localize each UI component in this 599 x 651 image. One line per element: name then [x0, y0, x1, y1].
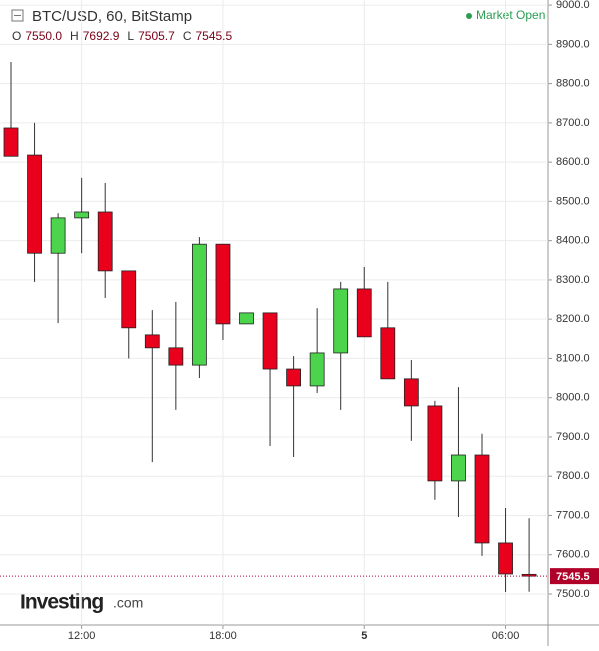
last-price-box	[550, 568, 599, 585]
y-tick-label: 8900.0	[556, 38, 590, 50]
status: Market Open	[476, 8, 545, 22]
candle-body	[3, 127, 19, 157]
candle-body	[474, 454, 490, 544]
y-tick-label: 7700.0	[556, 509, 590, 521]
candle-body	[356, 288, 372, 338]
y-tick-label: 7500.0	[556, 588, 590, 600]
x-tick-label: 12:00	[68, 630, 96, 642]
y-tick-label: 8700.0	[556, 117, 590, 129]
candle-body	[191, 243, 207, 366]
candle-body	[427, 405, 443, 482]
candle-body	[74, 211, 90, 219]
watermark-suffix: .com	[113, 595, 143, 611]
y-tick-label: 8300.0	[556, 274, 590, 286]
x-tick-label: 06:00	[492, 630, 520, 642]
y-tick-label: 7800.0	[556, 470, 590, 482]
ohlc-value: 7550.0	[25, 29, 62, 43]
x-tick-label: 18:00	[209, 630, 237, 642]
candle-body	[121, 270, 137, 329]
candle-body	[215, 243, 231, 325]
y-tick-label: 8000.0	[556, 392, 590, 404]
y-tick-label: 8600.0	[556, 156, 590, 168]
candle-body	[333, 288, 349, 354]
ohlc-name: C	[183, 29, 192, 43]
candle-body	[286, 368, 302, 387]
last-price-label: 7545.5	[556, 571, 590, 583]
y-tick-label: 9000.0	[556, 0, 590, 11]
candle-body	[97, 211, 113, 272]
ohlc-name: L	[127, 29, 134, 43]
collapse-icon[interactable]	[11, 9, 24, 22]
candle-body	[27, 154, 42, 254]
ohlc-name: O	[12, 29, 21, 43]
ohlc-value: 7692.9	[83, 29, 120, 43]
y-tick-label: 8800.0	[556, 78, 590, 90]
candle-body	[168, 347, 184, 366]
candle-body	[498, 542, 513, 575]
ohlc-value: 7545.5	[195, 29, 232, 43]
candle-body	[50, 217, 66, 254]
candle-body	[521, 573, 537, 577]
x-tick-label: 5	[361, 630, 367, 642]
y-tick-label: 8200.0	[556, 313, 590, 325]
candle-body	[380, 327, 396, 380]
y-tick-label: 8100.0	[556, 352, 590, 364]
candle-body	[451, 454, 466, 482]
candle-body	[239, 312, 254, 325]
y-tick-label: 7600.0	[556, 549, 590, 561]
watermark: Investing	[20, 591, 103, 614]
candle-body	[309, 352, 325, 387]
candle-body	[262, 312, 278, 370]
chart-title: BTC/USD, 60, BitStamp	[32, 8, 192, 25]
candle-body	[403, 378, 419, 407]
y-tick-label: 7900.0	[556, 431, 590, 443]
status-dot	[466, 13, 472, 19]
y-tick-label: 8500.0	[556, 195, 590, 207]
ohlc-name: H	[70, 29, 79, 43]
candle-body	[144, 334, 160, 349]
y-tick-label: 8400.0	[556, 235, 590, 247]
ohlc-value: 7505.7	[138, 29, 175, 43]
